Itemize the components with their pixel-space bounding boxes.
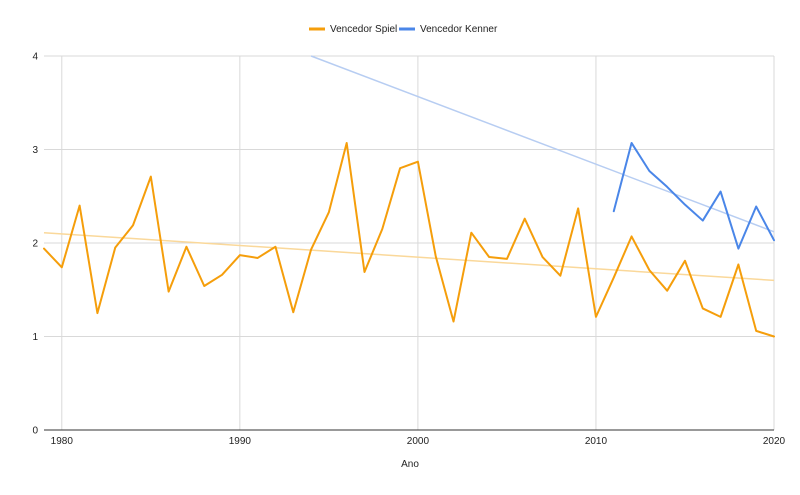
- data-point-vencedor-spiel-1980: [61, 266, 63, 268]
- data-point-vencedor-spiel-1997: [363, 271, 365, 273]
- data-point-vencedor-kenner-2014: [666, 186, 668, 188]
- data-point-vencedor-spiel-1981: [79, 205, 81, 207]
- series-line-vencedor-kenner: [612, 141, 775, 250]
- data-point-vencedor-spiel-1979: [43, 248, 45, 250]
- data-point-vencedor-spiel-2016: [702, 307, 704, 309]
- tick-labels: 0 1 2 3 4 1980 1990 2000 2010 2020: [32, 52, 785, 448]
- data-point-vencedor-spiel-2004: [488, 256, 490, 258]
- x-tick-label-2010: 2010: [585, 436, 608, 447]
- data-point-vencedor-spiel-1988: [203, 285, 205, 287]
- trendline-vencedor-spiel: [43, 231, 775, 282]
- data-point-vencedor-spiel-1995: [328, 211, 330, 213]
- data-point-vencedor-spiel-1992: [274, 246, 276, 248]
- data-point-vencedor-spiel-2007: [542, 256, 544, 258]
- data-point-vencedor-kenner-2017: [720, 191, 722, 193]
- data-point-vencedor-kenner-2016: [702, 220, 704, 222]
- data-point-vencedor-kenner-2020: [773, 239, 775, 241]
- data-point-vencedor-spiel-1989: [221, 274, 223, 276]
- gridlines: [44, 55, 775, 430]
- data-point-vencedor-spiel-1998: [381, 228, 383, 230]
- data-point-vencedor-spiel-1983: [114, 247, 116, 249]
- data-point-vencedor-spiel-2010: [595, 316, 597, 318]
- data-point-vencedor-spiel-2001: [435, 255, 437, 257]
- data-point-vencedor-spiel-1994: [310, 249, 312, 251]
- x-tick-label-2020: 2020: [763, 436, 786, 447]
- data-point-vencedor-spiel-2013: [648, 269, 650, 271]
- data-point-vencedor-spiel-1987: [185, 246, 187, 248]
- data-point-vencedor-spiel-1991: [257, 257, 259, 259]
- data-point-vencedor-spiel-1990: [239, 254, 241, 256]
- data-point-vencedor-kenner-2013: [648, 170, 650, 172]
- data-point-vencedor-kenner-2012: [631, 142, 633, 144]
- data-point-vencedor-kenner-2018: [737, 248, 739, 250]
- data-point-vencedor-kenner-2015: [684, 204, 686, 206]
- data-point-vencedor-spiel-2017: [720, 316, 722, 318]
- y-tick-label-0: 0: [32, 426, 38, 437]
- data-point-vencedor-spiel-2018: [737, 264, 739, 266]
- data-point-vencedor-spiel-1993: [292, 311, 294, 313]
- trendline-vencedor-kenner: [310, 55, 775, 233]
- data-point-vencedor-spiel-1999: [399, 167, 401, 169]
- x-tick-label-2000: 2000: [407, 436, 430, 447]
- data-point-vencedor-kenner-2019: [755, 206, 757, 208]
- data-point-vencedor-spiel-2006: [524, 218, 526, 220]
- x-tick-label-1990: 1990: [229, 436, 252, 447]
- data-point-vencedor-spiel-1986: [168, 291, 170, 293]
- x-tick-label-1980: 1980: [51, 436, 74, 447]
- data-point-vencedor-spiel-2020: [773, 336, 775, 338]
- series-lines: [43, 141, 775, 338]
- data-point-vencedor-kenner-2011: [613, 210, 615, 212]
- legend: Vencedor Spiel Vencedor Kenner: [309, 24, 498, 35]
- data-point-vencedor-spiel-2015: [684, 260, 686, 262]
- data-point-vencedor-spiel-2012: [631, 235, 633, 237]
- data-point-vencedor-spiel-2000: [417, 161, 419, 163]
- legend-label-vencedor-kenner: Vencedor Kenner: [420, 24, 498, 35]
- y-tick-label-3: 3: [32, 145, 38, 156]
- data-point-vencedor-spiel-1982: [96, 312, 98, 314]
- y-tick-label-4: 4: [32, 52, 38, 63]
- data-point-vencedor-spiel-1996: [346, 142, 348, 144]
- series-line-vencedor-spiel: [43, 141, 775, 338]
- data-point-vencedor-spiel-2005: [506, 258, 508, 260]
- data-point-vencedor-spiel-1984: [132, 224, 134, 226]
- y-tick-label-2: 2: [32, 239, 38, 250]
- y-tick-label-1: 1: [32, 332, 38, 343]
- data-point-vencedor-spiel-2014: [666, 290, 668, 292]
- legend-label-vencedor-spiel: Vencedor Spiel: [330, 24, 397, 35]
- data-point-vencedor-spiel-1985: [150, 176, 152, 178]
- data-point-vencedor-spiel-2002: [453, 321, 455, 323]
- data-point-vencedor-spiel-2003: [470, 232, 472, 234]
- data-point-vencedor-spiel-2009: [577, 207, 579, 209]
- data-point-vencedor-spiel-2019: [755, 330, 757, 332]
- data-point-vencedor-spiel-2008: [559, 275, 561, 277]
- x-axis-title: Ano: [401, 459, 419, 470]
- trendlines: [43, 55, 775, 282]
- data-point-vencedor-spiel-2011: [613, 277, 615, 279]
